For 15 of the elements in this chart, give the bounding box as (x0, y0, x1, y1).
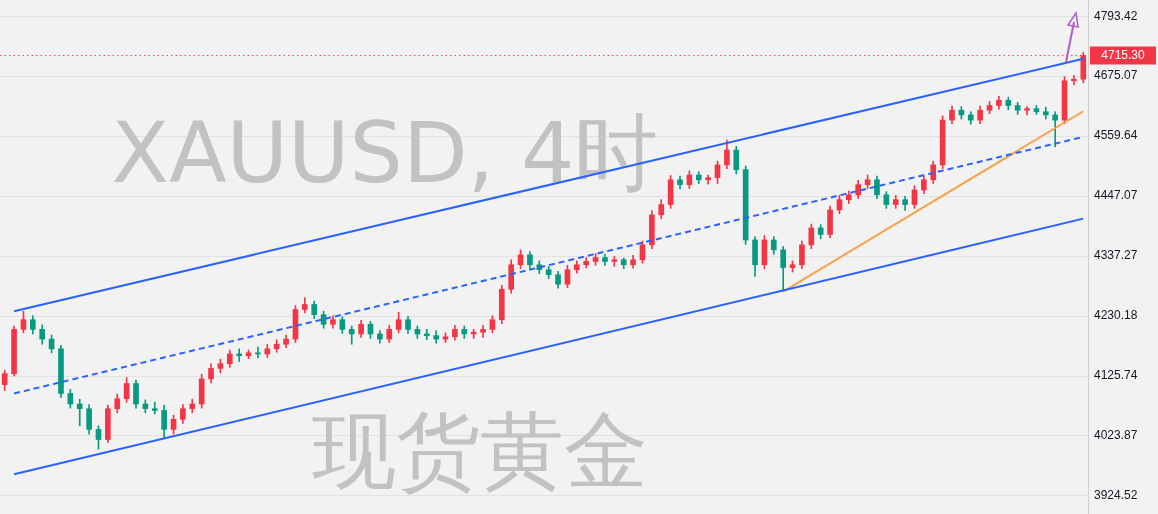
y-tick-label: 4793.42 (1094, 8, 1138, 23)
y-tick-label: 4447.07 (1094, 188, 1138, 203)
y-tick-label: 3924.52 (1094, 487, 1138, 502)
y-tick-label: 4125.74 (1094, 367, 1138, 382)
candlestick (423, 329, 430, 340)
y-tick-label: 4337.27 (1094, 248, 1138, 263)
y-tick-label: 4230.18 (1094, 307, 1138, 322)
candlestick (76, 398, 83, 427)
y-tick-label: 4675.07 (1094, 68, 1138, 83)
ref-line-label: 4715.30 (1101, 47, 1146, 62)
candlestick (1071, 75, 1077, 86)
y-tick-label: 4559.64 (1094, 128, 1138, 143)
candlestick (348, 325, 355, 345)
candlestick (1052, 111, 1058, 148)
y-tick-label: 4023.87 (1094, 427, 1138, 442)
